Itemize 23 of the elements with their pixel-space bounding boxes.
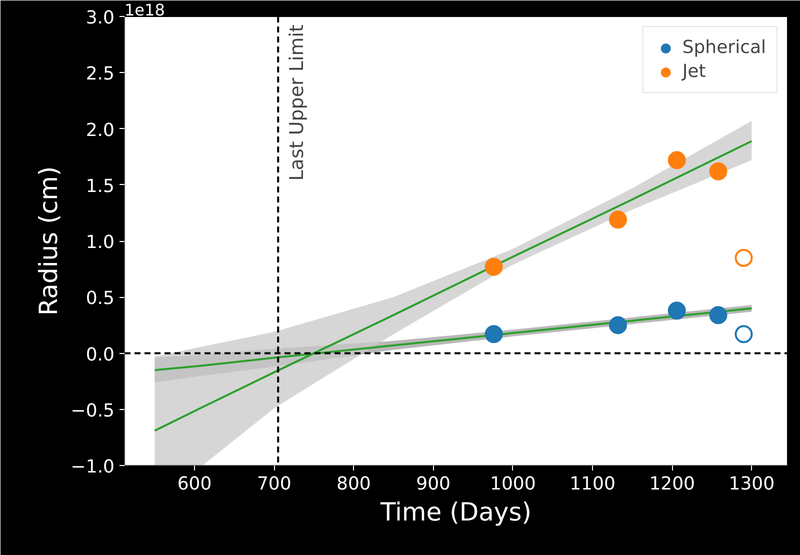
x-tick-label: 1000 [490,474,536,494]
y-tick-label: 3.0 [86,8,115,28]
y-tick-label: 2.0 [86,120,115,141]
y-tick-label: 1.0 [86,232,115,253]
legend-label: Jet [682,61,706,82]
x-tick-label: 1300 [728,474,775,494]
annotation: 1e18 [124,0,165,20]
legend-label: Spherical [682,37,766,58]
x-axis-title: Time (Days) [379,498,532,526]
x-tick-label: 600 [177,474,212,494]
x-tick-label: 900 [416,474,450,494]
x-tick-label: 1100 [570,474,616,494]
y-axis-title: Radius (cm) [34,166,63,316]
x-tick-label: 700 [256,474,292,494]
y-tick-label: 0.5 [86,288,115,310]
y-tick-label: −0.5 [70,400,115,422]
y-tick-label: 0.0 [86,344,115,366]
y-tick-label: −1.0 [70,456,115,478]
y-tick-label: 1.5 [86,176,115,197]
x-tick-label: 800 [336,474,371,494]
y-tick-label: 2.5 [86,64,115,85]
ref-line-label: Last Upper Limit [286,24,308,181]
x-tick-label: 1200 [649,474,695,494]
